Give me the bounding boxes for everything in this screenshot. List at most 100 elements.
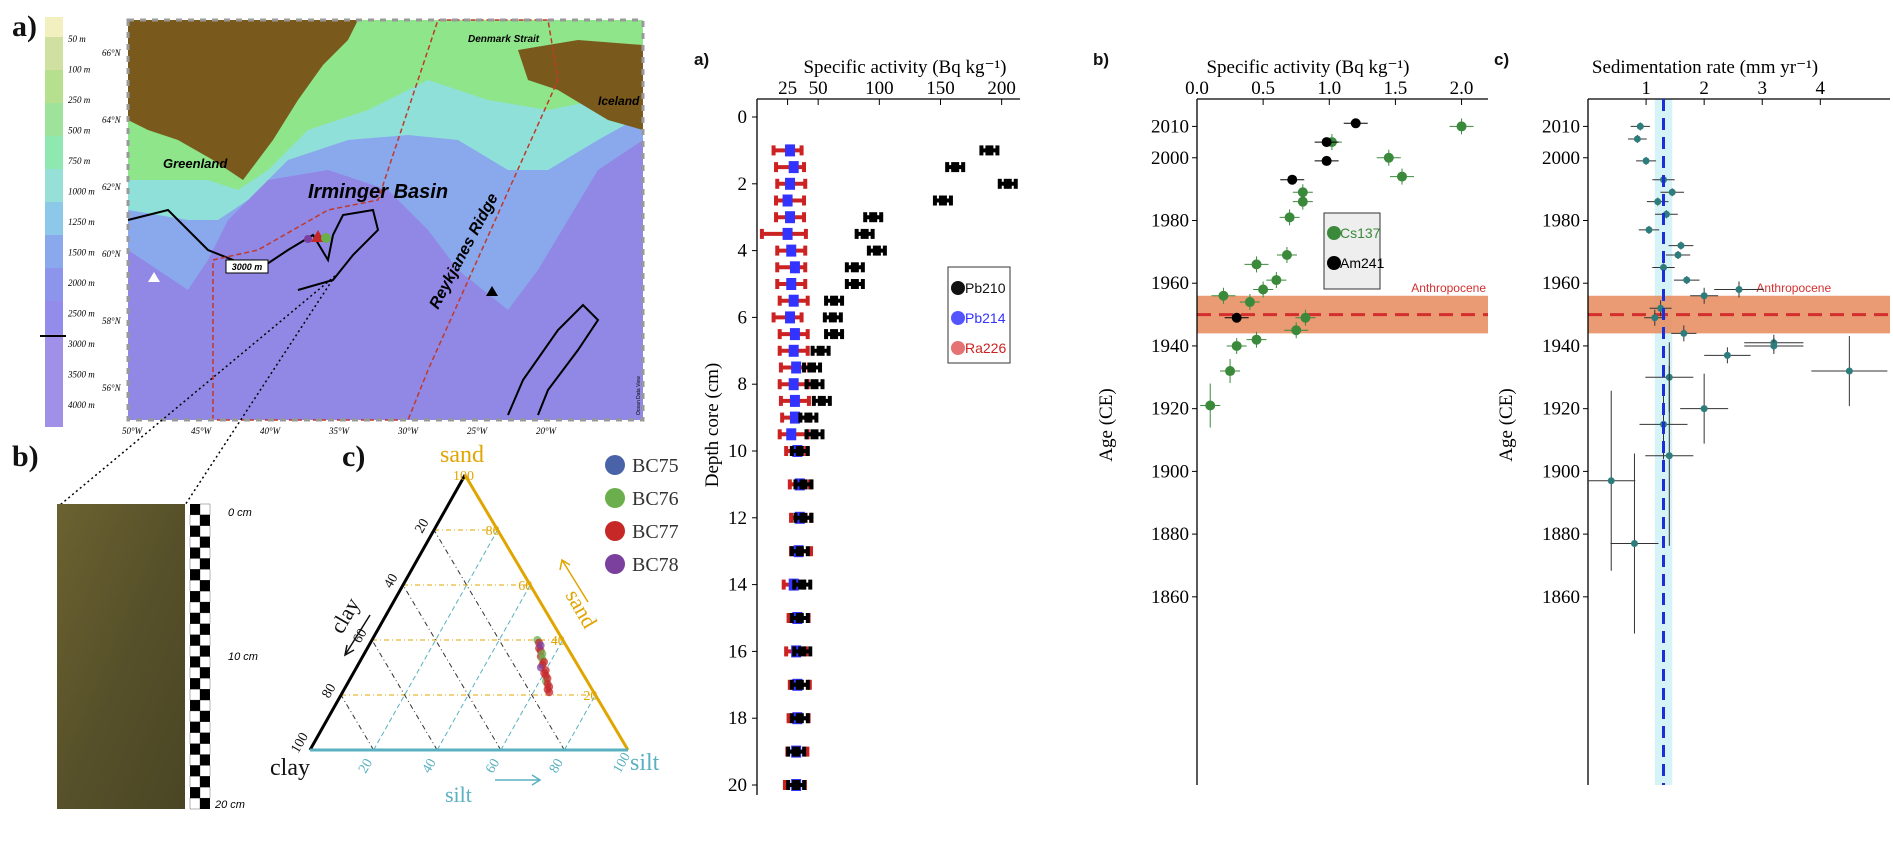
scale-block xyxy=(200,776,210,788)
arrow-clay xyxy=(344,614,371,656)
chart-title: Specific activity (Bq kg⁻¹) xyxy=(1206,57,1409,78)
scale-block xyxy=(189,536,201,548)
corner-silt: silt xyxy=(630,750,660,776)
x-tick-label: 150 xyxy=(926,78,955,99)
legend-marker xyxy=(951,281,965,295)
colorbar-band xyxy=(45,103,63,136)
colorbar-band xyxy=(45,268,63,301)
arrow-head xyxy=(531,774,542,786)
pb210-point xyxy=(830,329,839,340)
pb210-point xyxy=(951,162,960,173)
chart-activity-depth: Specific activity (Bq kg⁻¹) Depth core (… xyxy=(702,57,1020,796)
latitude-label: 62°N xyxy=(102,182,122,192)
cs137-point xyxy=(1218,290,1229,301)
grid-line-clay xyxy=(340,694,375,751)
y-tick-label: 6 xyxy=(738,307,748,328)
scale-block xyxy=(200,580,210,592)
y-tick-label: 2000 xyxy=(1542,148,1580,169)
grid-line-silt xyxy=(500,639,564,751)
tick-label-clay: 20 xyxy=(412,516,432,536)
x-tick-label: 100 xyxy=(865,78,894,99)
y-tick-label: 2010 xyxy=(1542,116,1580,137)
y-tick-label: 1900 xyxy=(1542,461,1580,482)
pb210-point xyxy=(860,228,869,239)
pb210-point xyxy=(872,245,881,256)
longitude-label: 30°W xyxy=(397,426,420,436)
grid-line-silt xyxy=(436,584,531,751)
scale-block xyxy=(200,536,210,548)
latitude-label: 60°N xyxy=(102,249,122,259)
legend-box xyxy=(1323,212,1381,290)
depth-legend-label: 1500 m xyxy=(68,248,95,258)
y-tick-label: 1900 xyxy=(1151,461,1189,482)
cs137-point xyxy=(1397,171,1408,182)
greenland-land xyxy=(128,20,358,180)
scale-block xyxy=(190,504,200,515)
scale-block xyxy=(199,569,211,581)
corner-sand: sand xyxy=(440,442,484,468)
rate-point xyxy=(1770,342,1778,350)
colorbar-band xyxy=(45,37,63,70)
cs137-point xyxy=(1251,334,1262,345)
sample-point xyxy=(536,641,545,650)
rate-point xyxy=(1735,285,1743,293)
pb210-point xyxy=(985,145,994,156)
scale-block xyxy=(200,798,210,809)
scale-block xyxy=(190,721,200,733)
iceland-land xyxy=(518,40,643,130)
arrow-label-silt: silt xyxy=(445,782,472,807)
core-sediment xyxy=(57,504,185,809)
leader-lines xyxy=(59,275,336,506)
x-tick-label: 3 xyxy=(1757,78,1767,99)
pb210-point xyxy=(810,429,819,440)
grid-line-silt xyxy=(373,529,499,751)
contour-3000m-east xyxy=(507,303,600,416)
rate-point xyxy=(1630,540,1638,548)
cs137-point xyxy=(1297,187,1308,198)
grid-line-clay xyxy=(371,639,438,751)
scale-block xyxy=(190,525,200,537)
x-tick-label: 50 xyxy=(809,78,828,99)
longitude-label: 45°W xyxy=(191,426,213,436)
pb214-point xyxy=(789,411,800,424)
rate-point xyxy=(1668,188,1676,196)
rate-point xyxy=(1607,477,1615,485)
scale-block xyxy=(200,754,210,766)
depth-legend-label: 50 m xyxy=(68,34,86,44)
rate-point xyxy=(1642,157,1650,165)
legend-marker xyxy=(951,311,965,325)
depth-legend-label: 3500 m xyxy=(67,370,95,380)
legend-marker xyxy=(605,554,625,574)
am241-point xyxy=(1350,118,1361,129)
scale-block xyxy=(199,503,211,516)
cs137-point xyxy=(1251,259,1262,270)
latitude-label: 58°N xyxy=(102,316,122,326)
legend-marker xyxy=(951,341,965,355)
leader-line-right xyxy=(184,275,336,506)
rate-point xyxy=(1845,367,1853,375)
tick-label-silt: 80 xyxy=(547,756,567,776)
y-tick-label: 1920 xyxy=(1151,399,1189,420)
rate-point xyxy=(1660,264,1667,272)
pb210-point xyxy=(1003,178,1012,189)
contour-3000m xyxy=(127,208,380,291)
chart-activity-age: Specific activity (Bq kg⁻¹) Age (CE) Ant… xyxy=(1096,57,1488,785)
panel-label-core: b) xyxy=(12,440,39,473)
rate-point xyxy=(1683,276,1691,284)
y-axis-label: Age (CE) xyxy=(1496,388,1517,461)
y-tick-label: 1980 xyxy=(1151,210,1189,231)
scale-block xyxy=(190,612,200,624)
pb214-point xyxy=(788,161,799,174)
legend-label: BC75 xyxy=(632,455,679,477)
pb210-point xyxy=(810,379,819,390)
colorbar-band xyxy=(45,301,63,334)
label-irminger-basin: Irminger Basin xyxy=(308,181,448,203)
tick-label-clay: 80 xyxy=(319,681,339,701)
x-tick-label: 4 xyxy=(1816,78,1826,99)
pb214-point xyxy=(788,344,799,357)
panel-label-ternary: c) xyxy=(342,440,366,473)
map-border xyxy=(126,18,645,422)
depth-legend-label: 4000 m xyxy=(68,400,95,410)
sample-point xyxy=(545,682,554,691)
x-tick-label: 2 xyxy=(1699,78,1709,99)
